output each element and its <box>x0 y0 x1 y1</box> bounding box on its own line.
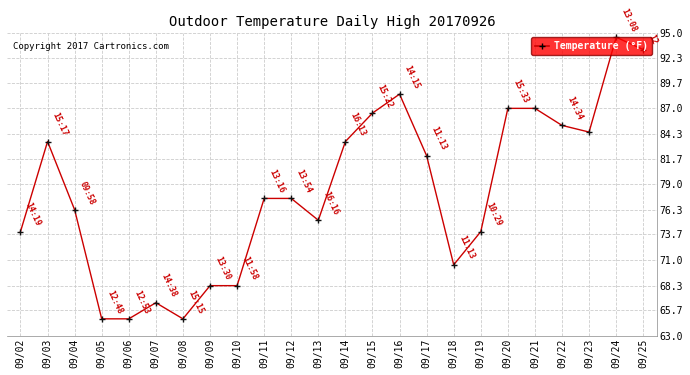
Text: 16:13: 16:13 <box>348 111 367 138</box>
Title: Outdoor Temperature Daily High 20170926: Outdoor Temperature Daily High 20170926 <box>168 15 495 28</box>
Text: 13:08: 13:08 <box>620 7 638 33</box>
Text: 09:58: 09:58 <box>78 180 97 206</box>
Text: 16:16: 16:16 <box>322 190 340 216</box>
Text: 14:34: 14:34 <box>565 95 584 122</box>
Text: 13:16: 13:16 <box>268 168 286 195</box>
Text: 15:22: 15:22 <box>376 83 395 109</box>
Text: 11:13: 11:13 <box>457 234 475 261</box>
Legend: Temperature (°F): Temperature (°F) <box>531 38 652 55</box>
Text: 14:15: 14:15 <box>403 64 422 90</box>
Text: 12:48: 12:48 <box>105 289 124 315</box>
Text: 15:17: 15:17 <box>51 111 70 138</box>
Text: 10:29: 10:29 <box>484 201 503 228</box>
Text: 11:13: 11:13 <box>430 126 448 152</box>
Text: 13:30: 13:30 <box>213 255 232 282</box>
Text: 15:33: 15:33 <box>511 78 530 105</box>
Text: 12: 12 <box>647 33 659 46</box>
Text: 12:53: 12:53 <box>132 289 150 315</box>
Text: 14:19: 14:19 <box>23 201 43 228</box>
Text: 11:58: 11:58 <box>240 255 259 282</box>
Text: Copyright 2017 Cartronics.com: Copyright 2017 Cartronics.com <box>13 42 169 51</box>
Text: 14:38: 14:38 <box>159 273 178 299</box>
Text: 15:15: 15:15 <box>186 289 205 315</box>
Text: 13:54: 13:54 <box>295 168 313 195</box>
